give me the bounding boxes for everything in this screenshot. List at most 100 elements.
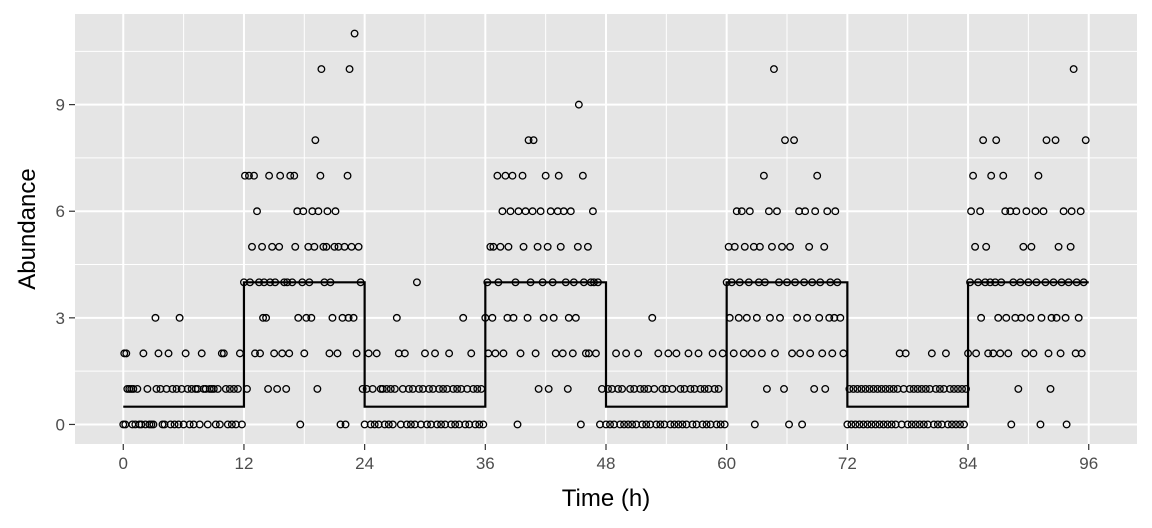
data-point — [181, 349, 190, 358]
data-point — [573, 242, 582, 251]
data-point — [578, 171, 587, 180]
data-point — [486, 242, 495, 251]
data-point — [352, 349, 361, 358]
data-point — [742, 313, 751, 322]
data-point — [390, 384, 399, 393]
data-point — [516, 349, 525, 358]
data-point — [700, 384, 709, 393]
data-point — [909, 384, 918, 393]
data-point — [343, 171, 352, 180]
data-point — [166, 420, 175, 429]
data-point — [574, 100, 583, 109]
data-point — [984, 349, 993, 358]
data-point — [684, 349, 693, 358]
data-point — [996, 349, 1005, 358]
data-point — [317, 65, 326, 74]
data-point — [720, 420, 729, 429]
data-point — [286, 171, 295, 180]
data-point — [945, 384, 954, 393]
data-point — [556, 242, 565, 251]
data-point — [314, 207, 323, 216]
data-point — [943, 420, 952, 429]
data-point — [979, 136, 988, 145]
data-point — [311, 136, 320, 145]
data-point — [437, 420, 446, 429]
data-point — [805, 242, 814, 251]
data-point — [475, 420, 484, 429]
data-point — [624, 420, 633, 429]
data-point — [354, 242, 363, 251]
data-point — [349, 313, 358, 322]
data-point — [828, 349, 837, 358]
data-point — [994, 313, 1003, 322]
data-point — [265, 171, 274, 180]
data-point — [793, 313, 802, 322]
data-point — [300, 349, 309, 358]
data-point — [270, 349, 279, 358]
data-point — [325, 349, 334, 358]
data-point — [591, 349, 600, 358]
data-point — [730, 242, 739, 251]
x-axis-title: Time (h) — [562, 485, 650, 512]
x-tick-label: 72 — [838, 454, 857, 473]
step-line — [123, 281, 1089, 408]
data-point — [714, 384, 723, 393]
data-point — [539, 313, 548, 322]
data-point — [406, 420, 415, 429]
data-point — [513, 420, 522, 429]
data-point — [668, 384, 677, 393]
data-point — [678, 420, 687, 429]
data-point — [378, 384, 387, 393]
data-point — [618, 384, 627, 393]
data-point — [734, 313, 743, 322]
y-axis-title: Abundance — [14, 168, 41, 289]
data-point — [887, 420, 896, 429]
data-point — [716, 420, 725, 429]
data-point — [1026, 313, 1035, 322]
data-point — [1001, 207, 1010, 216]
data-point — [676, 384, 685, 393]
data-point — [285, 349, 294, 358]
data-point — [650, 384, 659, 393]
data-point — [237, 420, 246, 429]
data-point — [810, 384, 819, 393]
data-point — [449, 384, 458, 393]
data-point — [248, 242, 256, 251]
data-point — [400, 349, 409, 358]
data-point — [776, 313, 784, 322]
data-point — [778, 242, 786, 251]
data-point — [971, 242, 980, 251]
data-point — [803, 313, 812, 322]
data-point — [654, 349, 663, 358]
data-point — [221, 384, 230, 393]
data-point — [1031, 207, 1040, 216]
data-point — [345, 65, 354, 74]
data-point — [710, 384, 719, 393]
data-point — [672, 349, 681, 358]
data-point — [954, 384, 962, 393]
data-point — [185, 420, 194, 429]
data-point — [533, 242, 542, 251]
data-point — [433, 420, 441, 429]
data-point — [229, 384, 238, 393]
data-point — [801, 207, 810, 216]
data-point — [869, 384, 878, 393]
data-point — [815, 313, 824, 322]
data-point — [508, 171, 517, 180]
data-point — [818, 349, 827, 358]
data-point — [370, 420, 379, 429]
data-point — [523, 313, 532, 322]
data-point — [344, 313, 353, 322]
data-point — [747, 349, 756, 358]
data-point — [380, 420, 389, 429]
data-point — [1034, 171, 1043, 180]
data-point — [276, 171, 285, 180]
data-point — [250, 171, 258, 180]
data-point — [241, 171, 249, 180]
data-point — [614, 384, 623, 393]
data-point — [471, 420, 480, 429]
data-point — [960, 420, 968, 429]
data-point — [583, 242, 592, 251]
data-point — [421, 349, 429, 358]
